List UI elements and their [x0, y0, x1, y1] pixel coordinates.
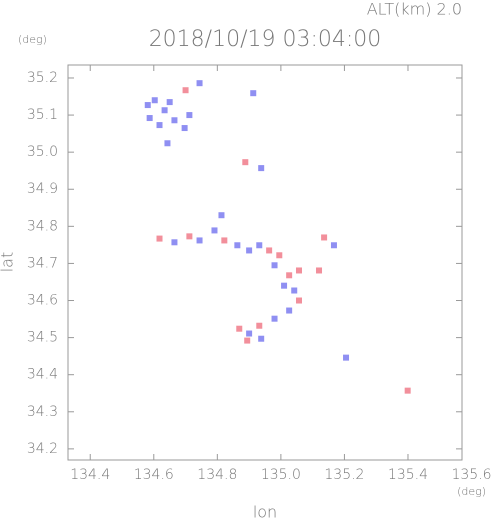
- y-axis-label: lat: [0, 252, 17, 273]
- echo-point: [281, 282, 288, 289]
- echo-point: [286, 307, 293, 314]
- echo-point: [242, 159, 249, 166]
- echo-point: [218, 212, 225, 219]
- y-tick-label: 34.4: [27, 367, 58, 383]
- y-tick-label: 34.5: [27, 330, 58, 346]
- echo-point: [250, 90, 257, 97]
- echo-point: [244, 337, 251, 344]
- echo-point: [266, 247, 273, 254]
- echo-point: [156, 122, 163, 129]
- echo-point: [258, 335, 265, 342]
- echo-point: [196, 80, 203, 87]
- echo-point: [271, 315, 278, 322]
- y-tick-label: 34.9: [27, 181, 58, 197]
- plot-frame: [67, 64, 463, 461]
- echo-point: [234, 242, 241, 249]
- echo-point: [291, 287, 298, 294]
- echo-point: [221, 237, 228, 244]
- echo-point: [246, 247, 253, 254]
- y-tick-label: 34.6: [27, 293, 58, 309]
- echo-point: [211, 227, 218, 234]
- altitude-label: ALT(km) 2.0: [367, 0, 462, 19]
- echo-point: [271, 262, 278, 269]
- x-tick-label: 135.2: [324, 467, 364, 483]
- y-tick-label: 35.0: [27, 144, 58, 160]
- echo-point: [258, 165, 265, 172]
- x-axis-label: lon: [253, 503, 277, 521]
- echo-point: [164, 140, 171, 147]
- y-unit: (deg): [18, 33, 47, 46]
- x-tick-label: 134.8: [197, 467, 237, 483]
- echo-point: [343, 354, 350, 361]
- echo-point: [286, 272, 293, 279]
- chart-title: 2018/10/19 03:04:00: [149, 27, 382, 52]
- echo-point: [146, 115, 153, 122]
- echo-point: [186, 233, 193, 240]
- echo-point: [276, 252, 283, 259]
- echo-point: [404, 387, 411, 394]
- echo-point: [321, 234, 328, 241]
- echo-point: [171, 239, 178, 246]
- echo-point: [186, 112, 193, 119]
- x-tick-label: 135.4: [388, 467, 428, 483]
- echo-point: [166, 99, 173, 106]
- echo-point: [196, 237, 203, 244]
- echo-point: [256, 242, 263, 249]
- echo-point: [156, 235, 163, 242]
- echo-point: [295, 297, 302, 304]
- echo-point: [256, 322, 263, 329]
- x-unit: (deg): [457, 485, 486, 498]
- echo-point: [295, 267, 302, 274]
- echo-point: [171, 117, 178, 124]
- echo-point: [246, 330, 253, 337]
- echo-point: [161, 107, 168, 114]
- echo-point: [144, 102, 151, 109]
- x-tick-label: 135.6: [451, 467, 491, 483]
- y-tick-label: 35.2: [27, 70, 58, 86]
- x-tick-label: 135.0: [261, 467, 301, 483]
- y-tick-label: 34.3: [27, 404, 58, 420]
- echo-point: [316, 267, 323, 274]
- echo-point: [181, 125, 188, 132]
- echo-point: [182, 87, 189, 94]
- y-tick-label: 34.7: [27, 255, 58, 271]
- echo-point: [236, 325, 243, 332]
- echo-point: [151, 97, 158, 104]
- y-tick-label: 34.2: [27, 441, 58, 457]
- echo-point: [330, 242, 337, 249]
- y-tick-label: 35.1: [27, 107, 58, 123]
- y-tick-label: 34.8: [27, 218, 58, 234]
- x-tick-label: 134.4: [70, 467, 110, 483]
- x-tick-label: 134.6: [134, 467, 174, 483]
